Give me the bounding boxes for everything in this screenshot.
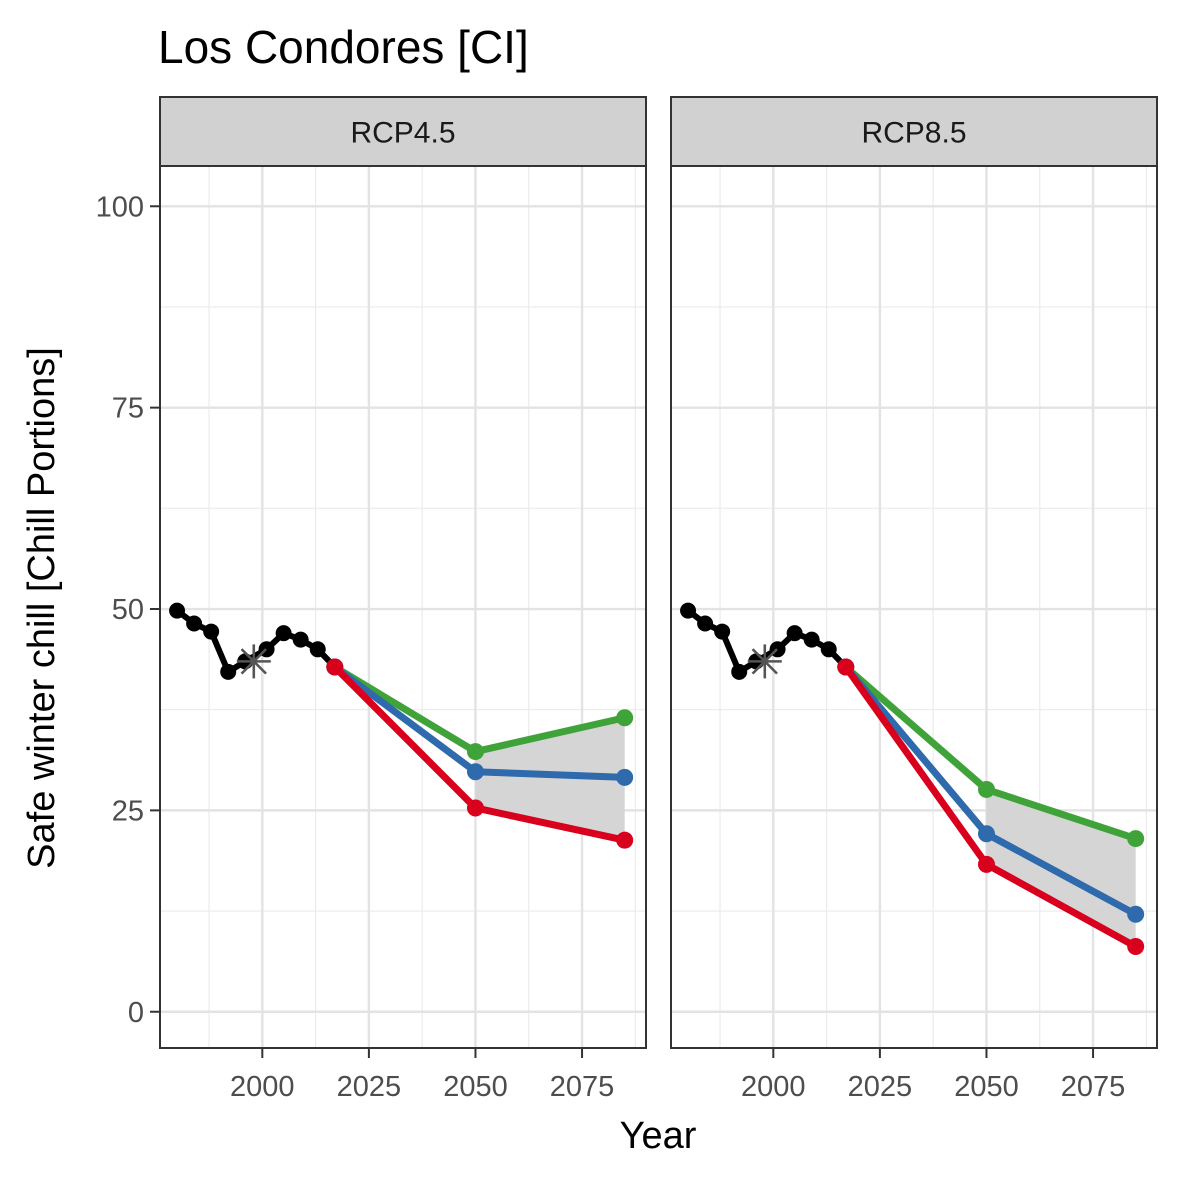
historic-point xyxy=(697,615,714,632)
facet-strip-label: RCP8.5 xyxy=(861,117,966,150)
x-axis-title: Year xyxy=(620,1115,697,1157)
historic-point xyxy=(803,631,820,648)
x-tick-label: 2050 xyxy=(954,1071,1019,1103)
x-tick-label: 2000 xyxy=(741,1071,806,1103)
series-point-lower xyxy=(616,831,634,849)
historic-point xyxy=(714,623,731,640)
baseline-marker xyxy=(236,644,271,679)
historic-point xyxy=(186,615,203,632)
historic-point xyxy=(203,623,220,640)
x-tick-label: 2025 xyxy=(848,1071,913,1103)
historic-point xyxy=(820,641,837,658)
series-point-median xyxy=(977,825,995,843)
plot-area xyxy=(671,166,1157,1048)
facet-panels: RCP4.5 2000 2025 2050 2075 RCP8.5 2000 2025 2050… xyxy=(159,96,1158,1103)
y-tick-label: 50 xyxy=(112,594,144,626)
plot-area xyxy=(160,166,646,1048)
historic-line xyxy=(175,608,337,675)
series-point-upper xyxy=(466,743,484,761)
historic-point xyxy=(169,602,186,619)
y-tick-label: 25 xyxy=(112,795,144,827)
x-tick-label: 2075 xyxy=(1061,1071,1126,1103)
y-axis: 0 25 50 75 100 xyxy=(96,191,160,1029)
baseline-marker xyxy=(747,644,782,679)
series-point-median xyxy=(616,768,634,786)
series-point-upper xyxy=(616,709,634,727)
historic-point xyxy=(786,625,803,642)
x-tick-label: 2050 xyxy=(443,1071,508,1103)
y-tick-label: 0 xyxy=(128,997,144,1029)
x-tick-label: 2000 xyxy=(230,1071,295,1103)
historic-point xyxy=(292,631,309,648)
facet-strip-label: RCP4.5 xyxy=(350,117,455,150)
series-point-lower xyxy=(1127,938,1145,956)
historic-point xyxy=(220,663,237,680)
facet-strip xyxy=(159,96,647,167)
plot-background xyxy=(160,166,646,1048)
x-tick-label: 2025 xyxy=(337,1071,402,1103)
historic-point xyxy=(731,663,748,680)
series-point-lower xyxy=(326,658,344,676)
series-point-lower xyxy=(977,855,995,873)
historic-line xyxy=(686,608,848,675)
series-point-lower xyxy=(837,658,855,676)
series-point-lower xyxy=(466,799,484,817)
series-point-median xyxy=(1127,905,1145,923)
series-point-upper xyxy=(977,780,995,798)
uncertainty-band xyxy=(475,717,625,841)
facet-panel-rcp45: RCP4.5 2000 2025 2050 2075 xyxy=(159,96,647,1103)
series-point-median xyxy=(466,763,484,781)
facet-panel-rcp85: RCP8.5 2000 2025 2050 2075 xyxy=(670,96,1158,1103)
panel-border xyxy=(670,165,1158,1049)
x-tick-label: 2075 xyxy=(550,1071,615,1103)
facet-strip xyxy=(670,96,1158,167)
y-tick-label: 100 xyxy=(96,191,144,223)
panel-border xyxy=(159,165,647,1049)
historic-point xyxy=(680,602,697,619)
chart-title: Los Condores [CI] xyxy=(158,21,529,73)
historic-point xyxy=(275,625,292,642)
series-point-upper xyxy=(1127,830,1145,848)
y-tick-label: 75 xyxy=(112,393,144,425)
historic-point xyxy=(309,641,326,658)
y-axis-title: Safe winter chill [Chill Portions] xyxy=(21,347,63,869)
